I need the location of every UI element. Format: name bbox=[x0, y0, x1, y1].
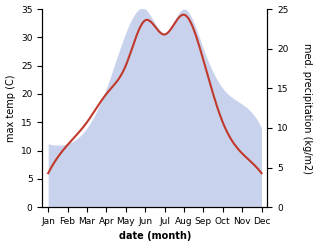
Y-axis label: max temp (C): max temp (C) bbox=[5, 74, 16, 142]
X-axis label: date (month): date (month) bbox=[119, 231, 191, 242]
Y-axis label: med. precipitation (kg/m2): med. precipitation (kg/m2) bbox=[302, 43, 313, 174]
